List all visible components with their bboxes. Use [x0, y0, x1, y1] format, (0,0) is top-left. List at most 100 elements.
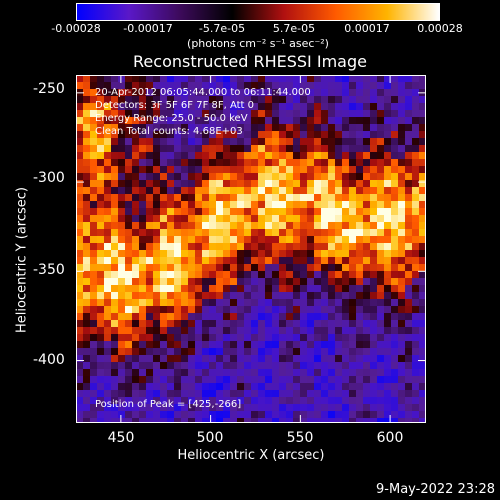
heatmap-cell: [125, 131, 133, 139]
heatmap-cell: [104, 362, 112, 370]
heatmap-cell: [279, 124, 287, 132]
heatmap-cell: [160, 292, 168, 300]
heatmap-cell: [104, 411, 112, 419]
heatmap-cell: [258, 397, 266, 405]
heatmap-cell: [412, 271, 420, 279]
heatmap-cell: [209, 166, 217, 174]
heatmap-cell: [223, 243, 231, 251]
heatmap-cell: [118, 411, 126, 419]
heatmap-cell: [230, 257, 238, 265]
heatmap-cell: [363, 278, 371, 286]
heatmap-cell: [251, 390, 259, 398]
heatmap-cell: [202, 306, 210, 314]
heatmap-cell: [90, 327, 98, 335]
heatmap-cell: [356, 110, 364, 118]
heatmap-cell: [230, 250, 238, 258]
heatmap-cell: [356, 131, 364, 139]
heatmap-cell: [363, 152, 371, 160]
heatmap-cell: [104, 271, 112, 279]
heatmap-cell: [132, 159, 140, 167]
heatmap-cell: [125, 236, 133, 244]
heatmap-cell: [181, 264, 189, 272]
heatmap-cell: [356, 271, 364, 279]
heatmap-cell: [244, 257, 252, 265]
heatmap-cell: [209, 124, 217, 132]
heatmap-cell: [272, 320, 280, 328]
heatmap-cell: [300, 348, 308, 356]
heatmap-cell: [146, 96, 154, 104]
heatmap-cell: [160, 313, 168, 321]
heatmap-cell: [419, 355, 426, 363]
heatmap-cell: [97, 271, 105, 279]
heatmap-cell: [314, 201, 322, 209]
heatmap-cell: [265, 285, 273, 293]
heatmap-cell: [237, 404, 245, 412]
heatmap-cell: [293, 348, 301, 356]
heatmap-cell: [244, 173, 252, 181]
heatmap-cell: [202, 271, 210, 279]
heatmap-cell: [293, 82, 301, 90]
heatmap-cell: [251, 299, 259, 307]
heatmap-cell: [251, 243, 259, 251]
heatmap-cell: [293, 334, 301, 342]
heatmap-cell: [258, 390, 266, 398]
heatmap-cell: [76, 334, 84, 342]
heatmap-cell: [223, 271, 231, 279]
heatmap-cell: [419, 411, 426, 419]
heatmap-cell: [83, 383, 91, 391]
heatmap-cell: [272, 243, 280, 251]
colorbar-tick: -0.00017: [123, 22, 173, 35]
heatmap-cell: [300, 257, 308, 265]
heatmap-cell: [174, 180, 182, 188]
heatmap-cell: [300, 152, 308, 160]
y-tick-label: -400: [33, 352, 65, 368]
heatmap-cell: [202, 173, 210, 181]
heatmap-cell: [412, 320, 420, 328]
heatmap-cell: [209, 299, 217, 307]
heatmap-cell: [335, 243, 343, 251]
heatmap-cell: [188, 299, 196, 307]
heatmap-cell: [286, 299, 294, 307]
heatmap-cell: [328, 173, 336, 181]
heatmap-cell: [286, 362, 294, 370]
heatmap-cell: [279, 138, 287, 146]
heatmap-cell: [125, 124, 133, 132]
heatmap-cell: [391, 124, 399, 132]
heatmap-cell: [384, 306, 392, 314]
heatmap-cell: [328, 362, 336, 370]
heatmap-cell: [272, 152, 280, 160]
heatmap-cell: [258, 404, 266, 412]
heatmap-cell: [412, 138, 420, 146]
heatmap-cell: [384, 138, 392, 146]
heatmap-cell: [419, 313, 426, 321]
heatmap-cell: [160, 376, 168, 384]
heatmap-cell: [356, 341, 364, 349]
heatmap-cell: [307, 173, 315, 181]
heatmap-cell: [377, 96, 385, 104]
heatmap-cell: [419, 145, 426, 153]
heatmap-cell: [412, 285, 420, 293]
heatmap-cell: [244, 229, 252, 237]
heatmap-cell: [307, 383, 315, 391]
heatmap-cell: [293, 222, 301, 230]
heatmap-cell: [314, 215, 322, 223]
heatmap-cell: [272, 404, 280, 412]
heatmap-cell: [118, 348, 126, 356]
heatmap-cell: [314, 103, 322, 111]
heatmap-cell: [370, 348, 378, 356]
heatmap-cell: [272, 292, 280, 300]
heatmap-cell: [349, 110, 357, 118]
heatmap-cell: [272, 222, 280, 230]
heatmap-cell: [223, 264, 231, 272]
heatmap-cell: [363, 201, 371, 209]
heatmap-cell: [118, 180, 126, 188]
heatmap-cell: [76, 341, 84, 349]
heatmap-cell: [321, 250, 329, 258]
heatmap-cell: [321, 264, 329, 272]
heatmap-cell: [146, 320, 154, 328]
heatmap-cell: [251, 341, 259, 349]
heatmap-cell: [188, 96, 196, 104]
heatmap-cell: [209, 152, 217, 160]
heatmap-cell: [97, 278, 105, 286]
heatmap-cell: [412, 355, 420, 363]
